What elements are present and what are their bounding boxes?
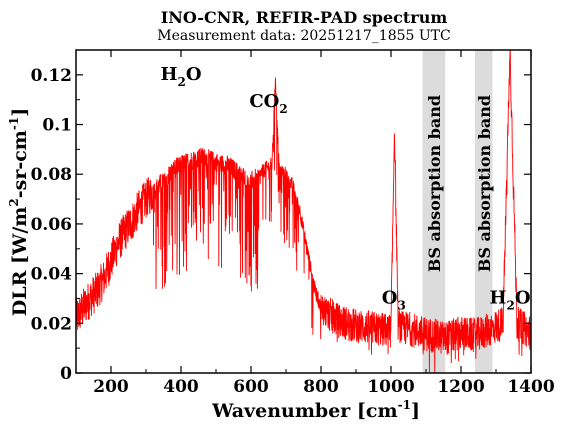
y-axis-label: DLR [W/m2-sr-cm-1] [7, 108, 31, 316]
chart-title: INO-CNR, REFIR-PAD spectrum [161, 8, 448, 27]
band-label-2: BS absorption band [475, 95, 494, 272]
x-tick-label: 1000 [367, 377, 414, 397]
molecule-annotations: H2O CO2 O3 H2O [160, 64, 530, 313]
annotation-3: O3 [382, 287, 406, 312]
x-tick-label: 400 [163, 377, 199, 397]
absorption-band-1 [422, 50, 446, 373]
y-tick-label: 0 [60, 364, 72, 384]
y-tick-label: 0.06 [31, 215, 72, 235]
y-tick-label: 0.04 [31, 265, 73, 285]
absorption-bands: BS absorption band BS absorption band [422, 50, 494, 373]
x-tick-label: 200 [93, 377, 129, 397]
x-tick-label: 1200 [437, 377, 484, 397]
axis-ticks: 200 400 600 800 1000 1200 1400 0 0.02 0.04 0.06 0.0… [31, 50, 555, 397]
x-tick-label: 800 [303, 377, 339, 397]
spectrum-line [76, 50, 531, 373]
spectrum-series [76, 50, 531, 373]
x-tick-label: 1400 [507, 377, 554, 397]
chart-subtitle: Measurement data: 20251217_1855 UTC [157, 28, 450, 44]
absorption-band-2 [475, 50, 493, 373]
x-axis-label: Wavenumber [cm-1] [211, 398, 420, 422]
plot-frame [75, 49, 532, 374]
x-tick-label: 600 [233, 377, 269, 397]
y-tick-label: 0.08 [31, 165, 72, 185]
y-tick-label: 0.1 [42, 116, 72, 136]
y-tick-label: 0.02 [31, 314, 72, 334]
annotation-2: CO2 [249, 91, 287, 116]
annotation-4: H2O [489, 287, 530, 312]
annotation-1: H2O [160, 64, 201, 89]
y-tick-label: 0.12 [31, 66, 72, 86]
band-label-1: BS absorption band [425, 95, 444, 272]
